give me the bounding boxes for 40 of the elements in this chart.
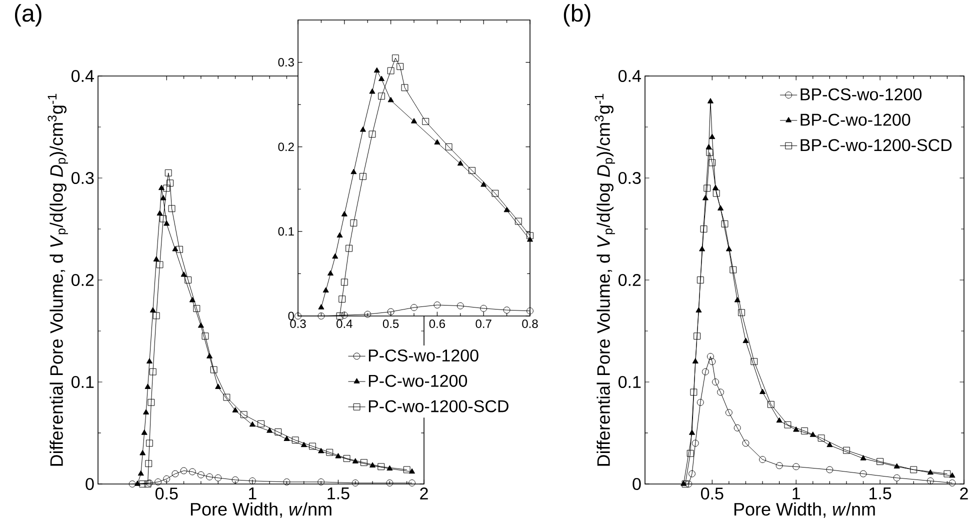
y-tick-label: 0.3 <box>72 172 94 184</box>
x-tick-label: 1 <box>792 488 800 500</box>
x-tick-label: 0.4 <box>336 320 352 328</box>
y-tick-label: 0.2 <box>278 142 294 152</box>
y-tick-label: 0.1 <box>278 227 294 236</box>
chart-title: (a) <box>15 4 42 27</box>
text: Differential Pore Volume, d V$_{p}$/d(log D$_{p}$)/cm$^{3}$g$^{-1}$ <box>594 94 615 466</box>
x-tick-label: 2 <box>420 488 428 500</box>
y-tick-label: 0.2 <box>618 274 641 286</box>
y-tick-label: 0 <box>288 312 294 320</box>
y-tick-label: 0.4 <box>618 70 641 82</box>
legend-label: P-C-wo-1200 <box>368 374 468 387</box>
x-axis-title: Pore Width, w/nm <box>734 502 875 518</box>
y-tick-label: 0 <box>86 478 94 490</box>
x-tick-label: 2 <box>960 488 968 500</box>
legend-label: P-C-wo-1200-SCD <box>368 400 508 412</box>
y-tick-label: 0 <box>632 478 641 490</box>
text: Differential Pore Volume, d V$_{p}$/d(log D$_{p}$)/cm$^{3}$g$^{-1}$ <box>48 94 68 466</box>
x-tick-label: 0.8 <box>522 320 538 328</box>
x-tick-label: 1.5 <box>870 488 892 500</box>
x-tick-label: 0.5 <box>701 488 724 500</box>
y-tick-label: 0.1 <box>72 376 94 388</box>
x-tick-label: 1 <box>249 488 256 500</box>
x-axis-title: Pore Width, w/nm <box>190 502 332 518</box>
chart-title: (b) <box>564 4 590 27</box>
legend-label: BP-CS-wo-1200 <box>800 88 922 100</box>
y-tick-label: 0.1 <box>618 376 641 388</box>
y-tick-label: 0.3 <box>278 58 294 67</box>
y-tick-label: 0.3 <box>618 172 641 184</box>
y-tick-label: 0.2 <box>72 274 94 286</box>
legend-label: BP-C-wo-1200 <box>800 114 910 126</box>
x-tick-label: 0.7 <box>476 320 492 328</box>
y-tick-label: 0.4 <box>72 70 94 82</box>
x-tick-label: 0.3 <box>290 320 306 328</box>
x-tick-label: 0.5 <box>382 320 399 328</box>
legend-label: BP-C-wo-1200-SCD <box>800 139 952 152</box>
x-tick-label: 0.5 <box>155 488 178 500</box>
x-tick-label: 1.5 <box>328 488 350 500</box>
legend-label: P-CS-wo-1200 <box>368 349 478 362</box>
x-tick-label: 0.6 <box>429 320 446 328</box>
